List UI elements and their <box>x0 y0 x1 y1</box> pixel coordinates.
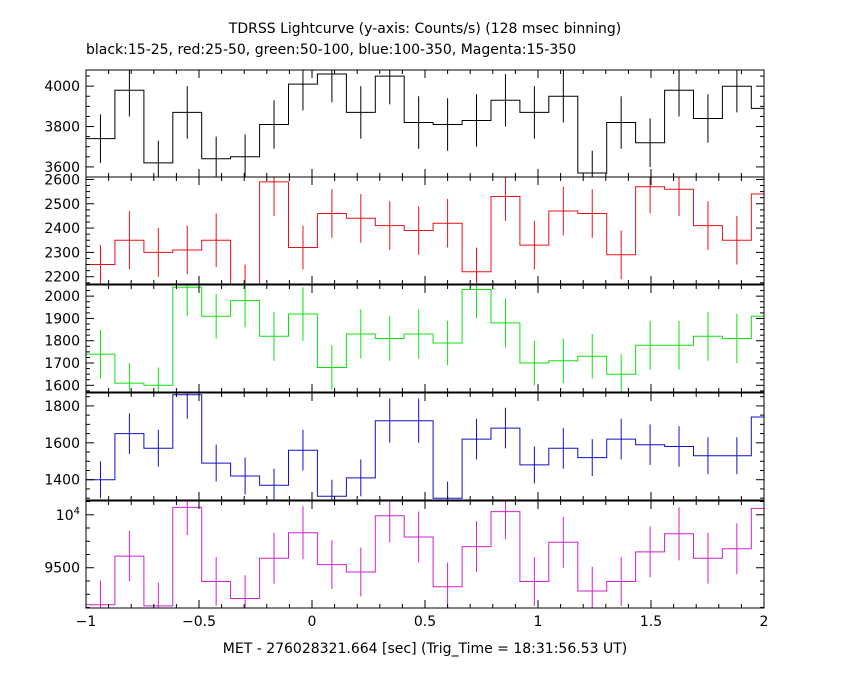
y-tick-label: 4000 <box>44 79 80 95</box>
x-tick-label: 0.5 <box>414 614 436 630</box>
x-tick-label: 0 <box>308 614 317 630</box>
step-line-50-100 <box>86 286 764 386</box>
y-tick-label: 1400 <box>44 473 80 489</box>
y-tick-label: 1800 <box>44 334 80 350</box>
y-tick-label: 3600 <box>44 160 80 176</box>
chart-subtitle: black:15-25, red:25-50, green:50-100, bl… <box>86 42 577 58</box>
y-tick-label: 9500 <box>44 561 80 577</box>
y-tick-label: 1600 <box>44 378 80 394</box>
series-100-350 <box>86 393 764 500</box>
y-tick-label: 2400 <box>44 221 80 237</box>
series-15-350 <box>86 501 764 608</box>
step-line-15-350 <box>86 506 764 607</box>
y-tick-label: 1700 <box>44 356 80 372</box>
y-tick-label: 1600 <box>44 436 80 452</box>
x-tick-label: 1 <box>534 614 543 630</box>
y-tick-label: 3800 <box>44 120 80 136</box>
step-line-25-50 <box>86 181 764 284</box>
y-tick-label: 1800 <box>44 399 80 415</box>
series-15-25 <box>86 70 764 177</box>
y-tick-label: 2300 <box>44 245 80 261</box>
x-tick-label: 2 <box>760 614 769 630</box>
x-axis-label: MET - 276028321.664 [sec] (Trig_Time = 1… <box>222 641 628 657</box>
y-tick-label: 104 <box>56 506 80 524</box>
series-25-50 <box>86 177 764 284</box>
x-tick-label: −0.5 <box>182 614 216 630</box>
y-tick-label: 2000 <box>44 289 80 305</box>
chart-title: TDRSS Lightcurve (y-axis: Counts/s) (128… <box>228 21 622 37</box>
y-tick-label: 2600 <box>44 172 80 188</box>
step-line-15-25 <box>86 73 764 174</box>
x-tick-label: 1.5 <box>640 614 662 630</box>
x-tick-label: −1 <box>76 614 97 630</box>
series-50-100 <box>86 285 764 392</box>
y-tick-label: 2500 <box>44 197 80 213</box>
y-tick-label: 2200 <box>44 270 80 286</box>
y-tick-label: 1900 <box>44 311 80 327</box>
